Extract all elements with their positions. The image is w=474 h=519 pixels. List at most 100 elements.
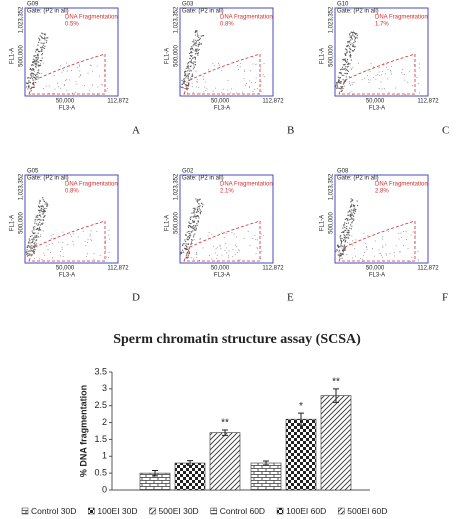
- event-dot: [39, 38, 41, 40]
- event-dot: [190, 65, 192, 67]
- event-dot: [105, 249, 107, 251]
- event-dot: [405, 94, 407, 96]
- event-dot: [64, 80, 66, 82]
- event-dot: [263, 76, 265, 78]
- event-dot: [70, 234, 72, 236]
- event-dot: [340, 243, 342, 245]
- event-dot: [373, 76, 375, 78]
- event-dot: [37, 218, 40, 220]
- event-dot: [233, 233, 235, 235]
- event-dot: [34, 232, 36, 234]
- event-dot: [190, 51, 192, 53]
- event-dot: [43, 207, 45, 210]
- legend-label: 100EI 60D: [286, 506, 326, 516]
- y-tick-label: 3.5: [94, 366, 107, 376]
- event-dot: [189, 233, 191, 235]
- event-dot: [26, 250, 28, 253]
- event-dot: [367, 235, 369, 237]
- event-dot: [44, 39, 46, 41]
- event-dot: [61, 71, 63, 73]
- event-dot: [344, 234, 346, 237]
- event-dot: [349, 216, 351, 218]
- event-dot: [38, 226, 41, 228]
- event-dot: [29, 254, 31, 256]
- y-tick-label: 500,000: [174, 212, 180, 234]
- event-dot: [342, 68, 344, 70]
- event-dot: [184, 88, 186, 90]
- event-dot: [197, 54, 199, 56]
- event-dot: [341, 250, 344, 252]
- event-dot: [90, 238, 92, 240]
- event-dot: [198, 42, 200, 44]
- event-dot: [243, 69, 245, 71]
- event-dot: [69, 79, 71, 81]
- event-dot: [32, 226, 34, 228]
- bar: [174, 462, 206, 491]
- event-dot: [188, 70, 190, 72]
- event-dot: [221, 69, 223, 71]
- gate-label: DNA Fragmentation: [65, 182, 118, 188]
- event-dot: [344, 67, 346, 69]
- event-dot: [343, 247, 345, 249]
- event-dot: [380, 81, 382, 83]
- gate-label: DNA Fragmentation: [65, 15, 118, 21]
- event-dot: [194, 50, 196, 52]
- event-dot: [340, 81, 343, 83]
- gate-text: Gate: (P2 in all): [27, 9, 69, 15]
- event-dot: [26, 82, 29, 84]
- panel-letter: E: [287, 292, 294, 304]
- event-dot: [40, 206, 43, 208]
- event-dot: [398, 232, 400, 234]
- event-dot: [343, 244, 346, 246]
- event-dot: [49, 252, 51, 254]
- event-dot: [347, 62, 350, 64]
- event-dot: [35, 55, 37, 57]
- event-dot: [369, 79, 371, 81]
- gate-label: DNA Fragmentation: [375, 15, 428, 21]
- event-dot: [403, 231, 405, 233]
- plot-frame: [334, 174, 429, 264]
- event-dot: [37, 58, 39, 61]
- event-dot: [346, 73, 348, 75]
- event-dot: [184, 239, 186, 241]
- event-dot: [58, 241, 60, 243]
- event-dot: [30, 76, 33, 78]
- event-dot: [33, 86, 35, 88]
- event-dot: [188, 52, 191, 54]
- event-dot: [381, 245, 383, 247]
- event-dot: [28, 86, 30, 89]
- event-dot: [197, 52, 199, 54]
- event-dot: [42, 222, 44, 224]
- event-dot: [389, 253, 391, 255]
- event-dot: [101, 84, 103, 86]
- event-dot: [351, 31, 353, 33]
- event-dot: [344, 85, 346, 87]
- event-dot: [351, 90, 353, 92]
- event-dot: [32, 61, 34, 64]
- event-dot: [41, 73, 43, 75]
- event-dot: [197, 206, 200, 208]
- event-dot: [29, 67, 32, 70]
- event-dot: [197, 210, 199, 213]
- event-dot: [390, 69, 392, 71]
- event-dot: [198, 203, 200, 205]
- event-dot: [186, 81, 188, 83]
- event-dot: [185, 67, 187, 69]
- event-dot: [34, 77, 36, 79]
- event-dot: [353, 35, 355, 38]
- event-dot: [346, 69, 349, 71]
- error-bar: [222, 429, 228, 436]
- event-dot: [186, 89, 188, 91]
- event-dot: [262, 74, 264, 76]
- event-dot: [187, 62, 190, 64]
- event-dot: [365, 69, 367, 71]
- event-dot: [352, 240, 354, 242]
- event-dot: [346, 225, 348, 228]
- event-dot: [344, 226, 346, 229]
- event-dot: [194, 216, 197, 218]
- event-dot: [186, 231, 188, 233]
- y-axis-label: % DNA fragmentation: [78, 385, 88, 477]
- x-tick-label: 50,000: [56, 266, 75, 272]
- event-dot: [372, 66, 374, 68]
- event-dot: [39, 221, 41, 223]
